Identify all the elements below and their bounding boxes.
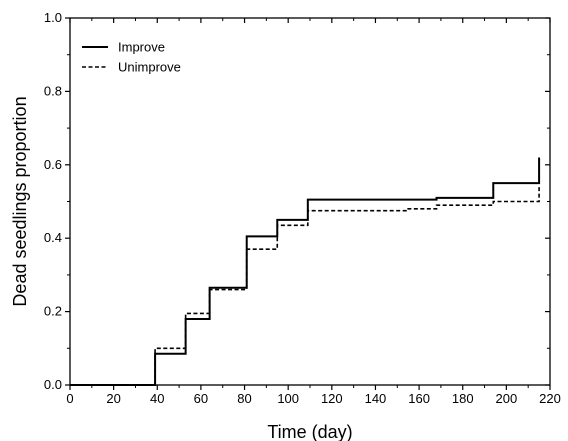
x-tick-label: 40 — [150, 391, 164, 406]
x-tick-label: 100 — [277, 391, 299, 406]
x-axis: 0 20 40 60 80 100 120 140 160 180 200 220 — [66, 18, 561, 406]
y-tick-label: 0.2 — [44, 304, 62, 319]
series-layer — [70, 157, 541, 386]
y-tick-label: 0.8 — [44, 83, 62, 98]
x-axis-title: Time (day) — [267, 422, 352, 441]
x-tick-label: 200 — [496, 391, 518, 406]
series-line-improve — [70, 157, 541, 386]
legend: Improve Unimprove — [82, 40, 181, 75]
x-tick-label: 180 — [452, 391, 474, 406]
y-tick-label: 0.0 — [44, 377, 62, 392]
x-tick-label: 220 — [539, 391, 561, 406]
y-axis: 0.0 0.2 0.4 0.6 0.8 1.0 — [44, 10, 550, 392]
legend-label: Improve — [118, 40, 165, 55]
x-tick-label: 160 — [408, 391, 430, 406]
y-tick-label: 1.0 — [44, 10, 62, 25]
y-axis-title: Dead seedlings proportion — [10, 96, 30, 306]
x-tick-label: 60 — [194, 391, 208, 406]
x-tick-label: 120 — [321, 391, 343, 406]
series-line-unimprove — [70, 186, 540, 386]
y-tick-label: 0.6 — [44, 157, 62, 172]
x-tick-label: 140 — [365, 391, 387, 406]
y-tick-label: 0.4 — [44, 230, 62, 245]
legend-label: Unimprove — [118, 60, 181, 75]
x-tick-label: 20 — [106, 391, 120, 406]
x-tick-label: 0 — [66, 391, 73, 406]
x-tick-label: 80 — [237, 391, 251, 406]
